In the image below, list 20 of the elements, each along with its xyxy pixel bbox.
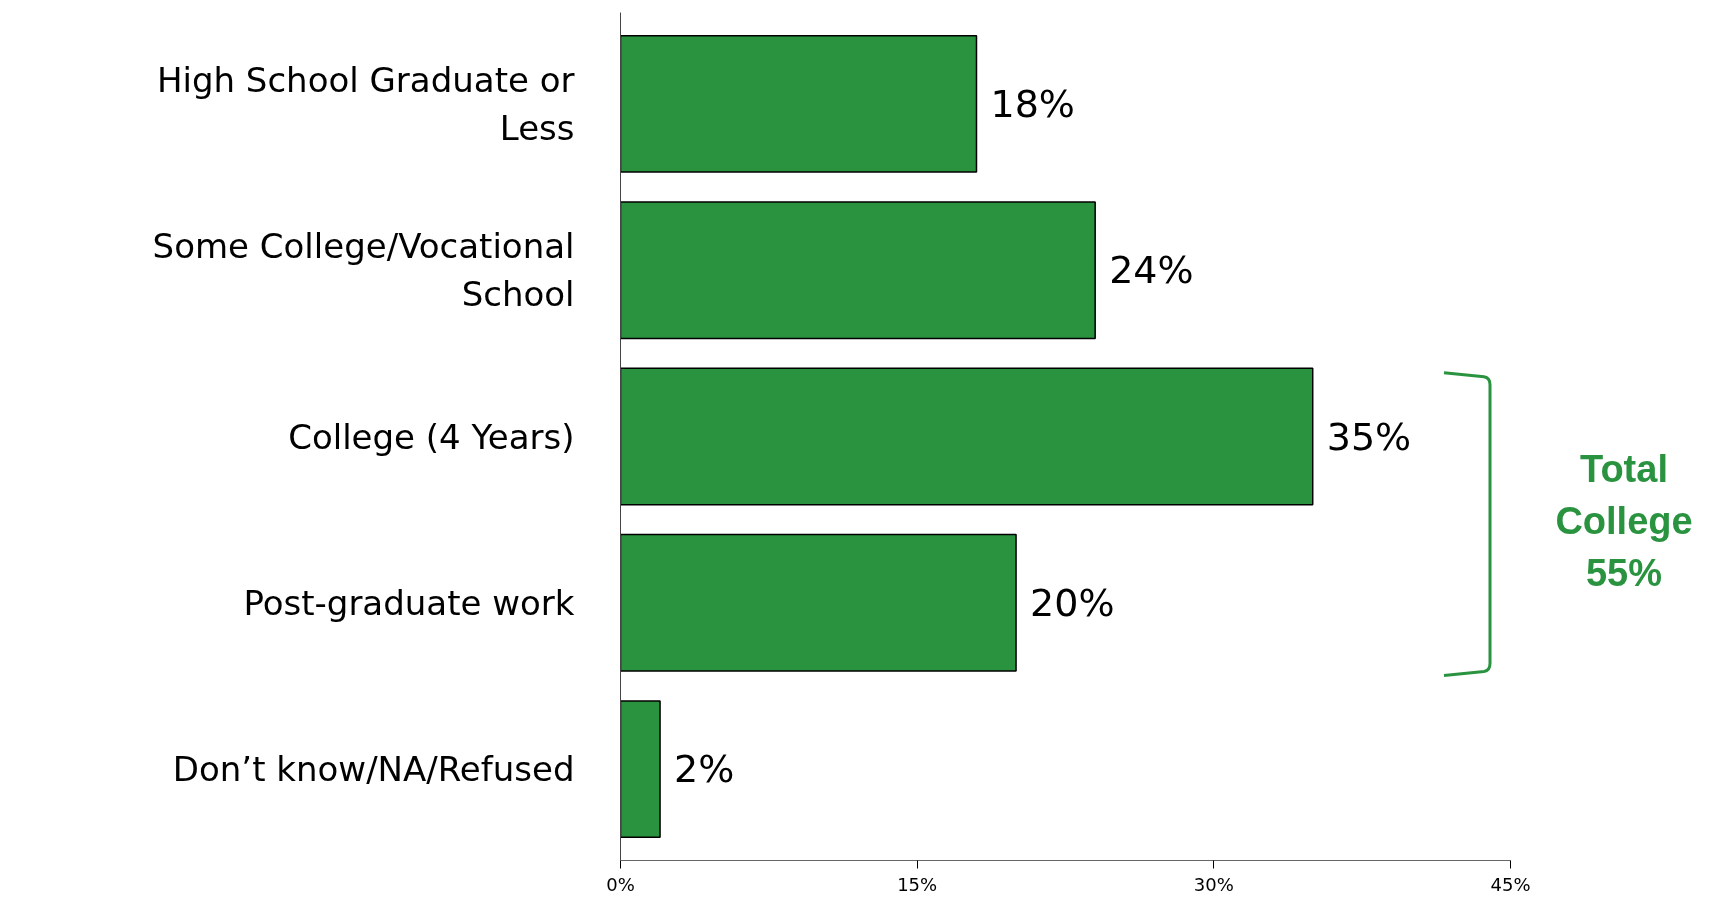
- x-tick-label: 15%: [897, 873, 938, 895]
- y-tick-label: College (4 Years): [288, 416, 575, 457]
- data-label: 20%: [1030, 580, 1115, 625]
- data-label: 2%: [674, 747, 735, 792]
- data-label: 35%: [1326, 414, 1412, 459]
- x-tick-label: 30%: [1193, 873, 1234, 895]
- x-tick-label: 0%: [606, 873, 635, 895]
- bar: [620, 367, 1314, 506]
- bar: [620, 533, 1017, 672]
- y-tick-label: High School Graduate or Less: [156, 59, 575, 148]
- y-tick-label: Don’t know/NA/Refused: [172, 749, 575, 790]
- data-label: 24%: [1109, 248, 1194, 293]
- bar: [620, 700, 661, 838]
- bar: [620, 35, 978, 173]
- data-label: 18%: [990, 81, 1075, 126]
- bar: [620, 201, 1096, 340]
- y-tick-label: Post-graduate work: [243, 582, 575, 623]
- y-tick-label: Some College/Vocational School: [152, 226, 575, 315]
- x-tick-label: 45%: [1490, 873, 1531, 895]
- text: Total College 55%: [1555, 448, 1693, 595]
